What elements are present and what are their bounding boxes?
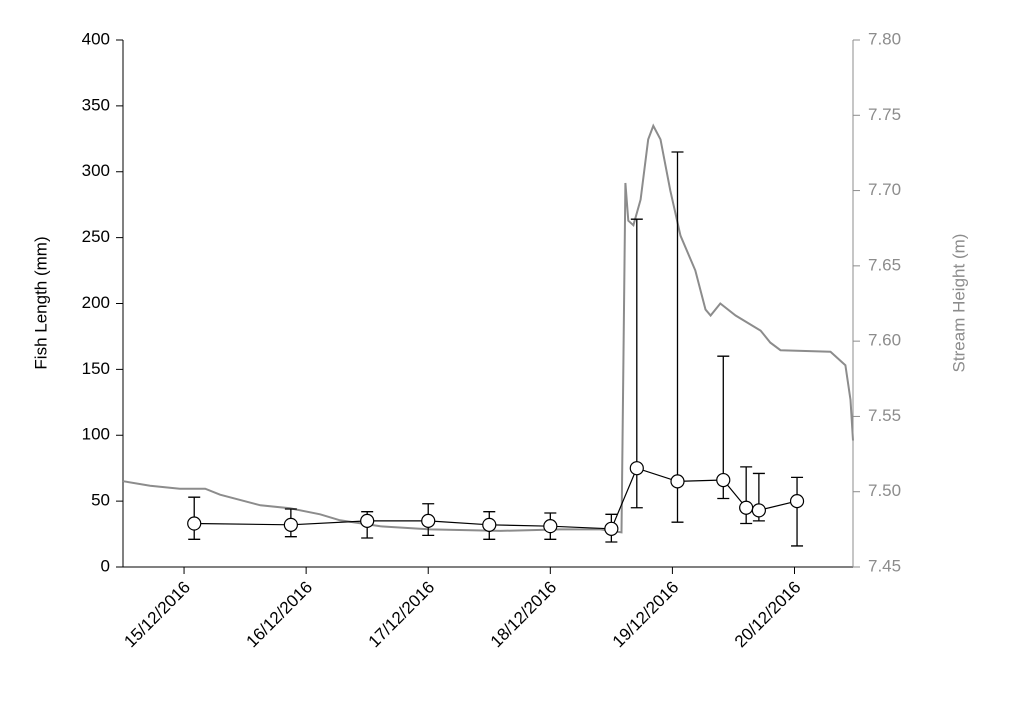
x-tick-label: 15/12/2016 — [120, 578, 194, 652]
y2-tick-label: 7.70 — [868, 180, 901, 199]
y2-tick-label: 7.80 — [868, 29, 901, 48]
y2-tick-label: 7.55 — [868, 406, 901, 425]
x-tick-label: 17/12/2016 — [365, 578, 439, 652]
error-bar — [630, 218, 643, 509]
data-point — [421, 513, 436, 528]
y-tick-label: 300 — [82, 161, 110, 180]
data-point — [739, 500, 754, 515]
data-point — [604, 521, 619, 536]
y-tick-label: 50 — [91, 491, 110, 510]
x-tick-label: 16/12/2016 — [243, 578, 317, 652]
error-bar — [791, 476, 804, 547]
x-tick-label: 18/12/2016 — [487, 578, 561, 652]
data-point — [670, 474, 685, 489]
y-tick-label: 400 — [82, 29, 110, 48]
y-tick-label: 0 — [101, 556, 110, 575]
y2-axis-label: Stream Height (m) — [949, 234, 968, 373]
y-tick-label: 100 — [82, 425, 110, 444]
error-bar — [740, 466, 753, 525]
data-point — [716, 472, 731, 488]
error-bar — [671, 151, 684, 523]
y-tick-label: 350 — [82, 95, 110, 114]
data-point — [360, 513, 375, 528]
series-line — [122, 123, 854, 534]
y2-tick-label: 7.45 — [868, 556, 901, 575]
y-tick-label: 150 — [82, 359, 110, 378]
data-point — [629, 461, 644, 476]
y-tick-label: 200 — [82, 293, 110, 312]
y2-tick-label: 7.60 — [868, 331, 901, 350]
y-tick-label: 250 — [82, 227, 110, 246]
data-point — [283, 517, 298, 532]
data-point — [187, 516, 202, 531]
y2-tick-label: 7.75 — [868, 105, 901, 124]
y-axis-label: Fish Length (mm) — [31, 236, 50, 369]
data-point — [789, 494, 805, 509]
data-point — [751, 503, 766, 518]
x-tick-label: 19/12/2016 — [609, 578, 683, 652]
y2-tick-label: 7.65 — [868, 255, 901, 274]
y2-tick-label: 7.50 — [868, 481, 901, 500]
series-line — [194, 467, 798, 530]
data-point — [482, 517, 497, 532]
x-tick-label: 20/12/2016 — [731, 578, 805, 652]
data-point — [543, 519, 558, 534]
